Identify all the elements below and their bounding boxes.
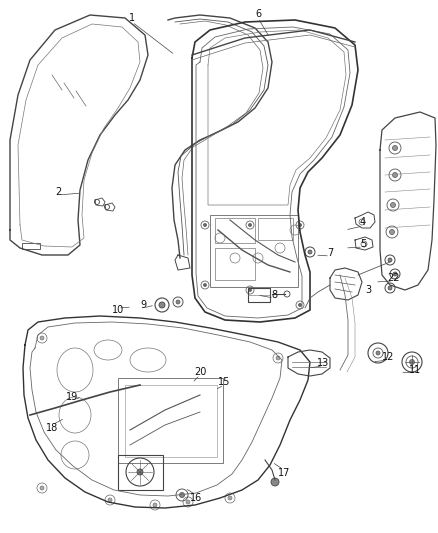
Bar (210, 215, 298, 287)
Circle shape (204, 284, 206, 287)
Text: 8: 8 (271, 290, 277, 300)
Circle shape (271, 478, 279, 486)
Circle shape (391, 203, 396, 207)
Circle shape (248, 223, 251, 227)
Circle shape (186, 500, 190, 504)
Circle shape (180, 492, 184, 497)
Text: 13: 13 (317, 358, 329, 368)
Text: 7: 7 (327, 248, 333, 258)
Text: 11: 11 (409, 365, 421, 375)
Circle shape (389, 230, 395, 235)
Circle shape (137, 469, 143, 475)
Circle shape (388, 258, 392, 262)
Circle shape (308, 250, 312, 254)
Circle shape (393, 272, 397, 276)
Bar (258, 218, 293, 240)
Text: 6: 6 (255, 9, 261, 19)
Circle shape (392, 173, 398, 177)
Bar (118, 378, 223, 463)
Text: 2: 2 (55, 187, 61, 197)
Text: 5: 5 (360, 239, 366, 249)
Bar (118, 455, 163, 490)
Bar (248, 288, 270, 302)
Circle shape (376, 351, 380, 355)
Circle shape (204, 223, 206, 227)
Text: 22: 22 (387, 273, 399, 283)
Text: 19: 19 (66, 392, 78, 402)
Circle shape (276, 356, 280, 360)
Circle shape (40, 486, 44, 490)
Circle shape (388, 286, 392, 290)
Text: 9: 9 (140, 300, 146, 310)
Text: 15: 15 (218, 377, 230, 387)
Text: 18: 18 (46, 423, 58, 433)
Text: 10: 10 (112, 305, 124, 315)
Text: 4: 4 (360, 217, 366, 227)
Circle shape (153, 503, 157, 507)
Text: 12: 12 (382, 352, 394, 362)
Circle shape (299, 223, 301, 227)
Circle shape (176, 300, 180, 304)
Bar (215, 248, 255, 280)
Bar (125, 385, 217, 457)
Bar (22, 243, 40, 249)
Text: 1: 1 (129, 13, 135, 23)
Circle shape (410, 359, 414, 365)
Text: 3: 3 (365, 285, 371, 295)
Circle shape (228, 496, 232, 500)
Circle shape (299, 303, 301, 306)
Circle shape (159, 302, 165, 308)
Circle shape (108, 498, 112, 502)
Circle shape (392, 146, 398, 150)
Text: 20: 20 (194, 367, 206, 377)
Bar (215, 218, 255, 243)
Circle shape (248, 288, 251, 292)
Text: 16: 16 (190, 493, 202, 503)
Text: 17: 17 (278, 468, 290, 478)
Circle shape (40, 336, 44, 340)
